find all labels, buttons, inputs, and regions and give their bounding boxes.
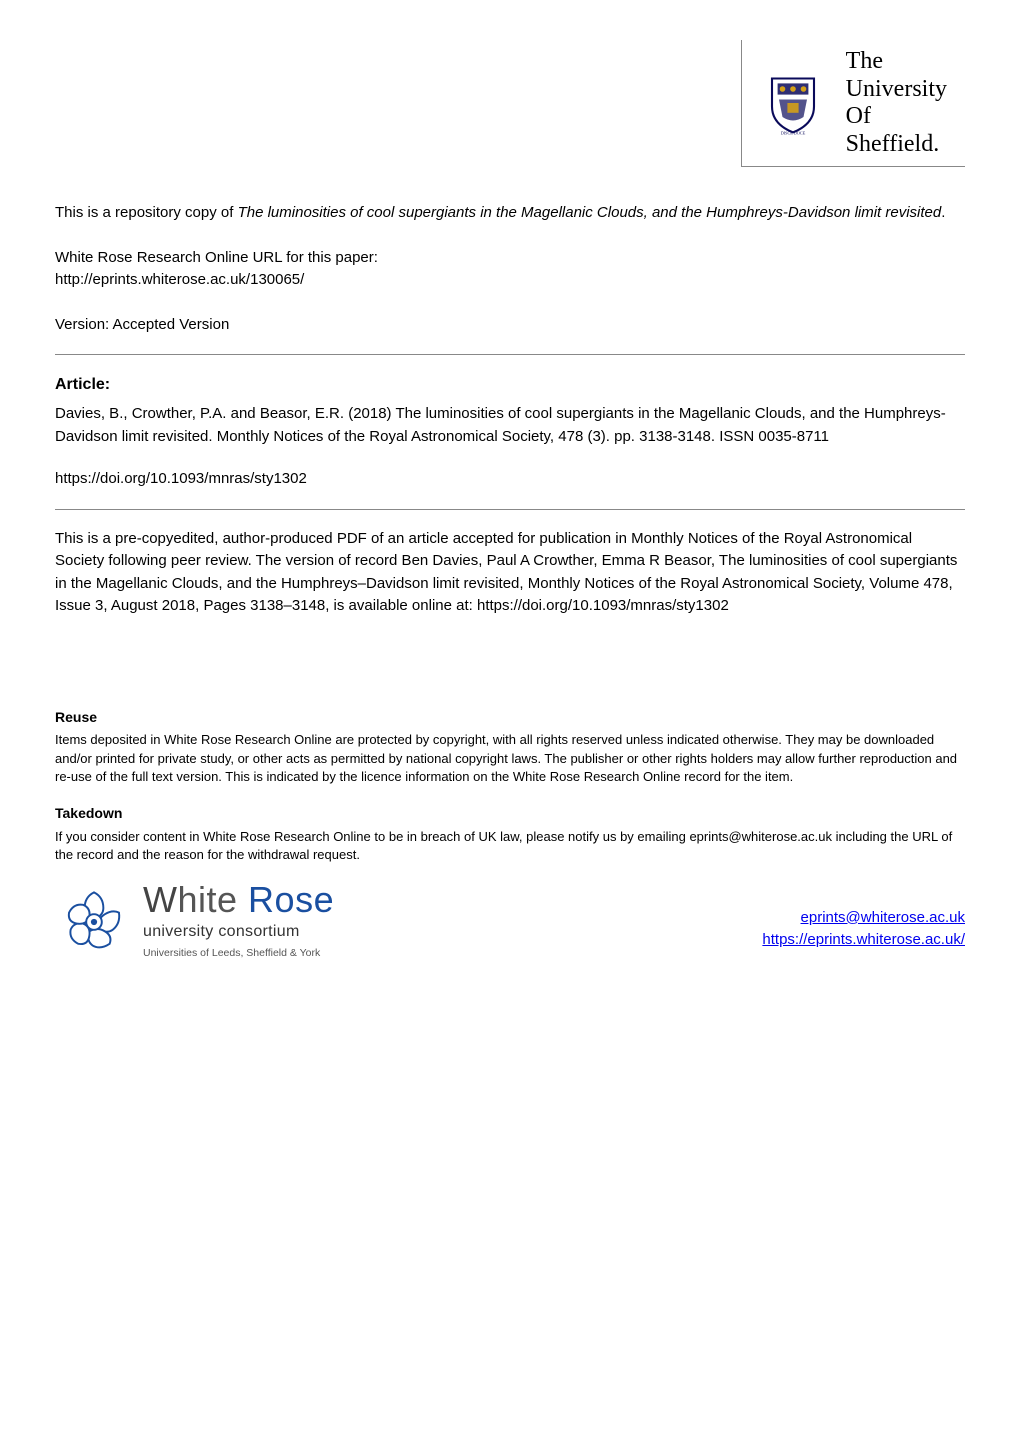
article-heading: Article:: [55, 373, 965, 397]
svg-text:DISCE DOCE: DISCE DOCE: [780, 131, 805, 136]
whiterose-tag: Universities of Leeds, Sheffield & York: [143, 946, 334, 962]
url-section: White Rose Research Online URL for this …: [55, 247, 965, 292]
divider: [55, 509, 965, 510]
whiterose-logo: White Rose university consortium Univers…: [55, 882, 334, 962]
doi-link: https://doi.org/10.1093/mnras/sty1302: [55, 468, 965, 491]
reuse-heading: Reuse: [55, 708, 965, 728]
university-name: The University Of Sheffield.: [832, 40, 965, 166]
takedown-heading: Takedown: [55, 804, 965, 824]
intro-suffix: .: [941, 204, 945, 221]
uni-name-line: Of: [846, 103, 947, 131]
whiterose-sub: university consortium: [143, 920, 334, 944]
footer-email-link[interactable]: eprints@whiterose.ac.uk: [801, 909, 965, 926]
whiterose-text: White Rose university consortium Univers…: [143, 882, 334, 962]
takedown-section: Takedown If you consider content in Whit…: [55, 804, 965, 864]
whiterose-brand: White Rose: [143, 882, 334, 918]
footer-site-link[interactable]: https://eprints.whiterose.ac.uk/: [762, 931, 965, 948]
repository-url: http://eprints.whiterose.ac.uk/130065/: [55, 269, 965, 292]
precopy-statement: This is a pre-copyedited, author-produce…: [55, 528, 965, 618]
reuse-section: Reuse Items deposited in White Rose Rese…: [55, 708, 965, 786]
footer-links: eprints@whiterose.ac.uk https://eprints.…: [762, 907, 965, 962]
takedown-body: If you consider content in White Rose Re…: [55, 828, 965, 864]
article-section: Article: Davies, B., Crowther, P.A. and …: [55, 373, 965, 448]
reuse-body: Items deposited in White Rose Research O…: [55, 731, 965, 786]
article-citation: Davies, B., Crowther, P.A. and Beasor, E…: [55, 403, 965, 448]
url-label: White Rose Research Online URL for this …: [55, 247, 965, 270]
version-label: Version: Accepted Version: [55, 314, 965, 337]
rose-icon: [55, 883, 133, 961]
divider: [55, 354, 965, 355]
uni-name-line: University: [846, 76, 947, 104]
university-logo-box: DISCE DOCE The University Of Sheffield.: [741, 40, 965, 167]
intro-text: This is a repository copy of The luminos…: [55, 202, 965, 225]
paper-title: The luminosities of cool supergiants in …: [238, 204, 942, 221]
intro-prefix: This is a repository copy of: [55, 204, 238, 221]
uni-name-line: The: [846, 48, 947, 76]
university-crest-icon: DISCE DOCE: [754, 64, 832, 142]
footer: White Rose university consortium Univers…: [55, 882, 965, 962]
uni-name-line: Sheffield.: [846, 131, 947, 159]
university-header: DISCE DOCE The University Of Sheffield.: [55, 40, 965, 167]
